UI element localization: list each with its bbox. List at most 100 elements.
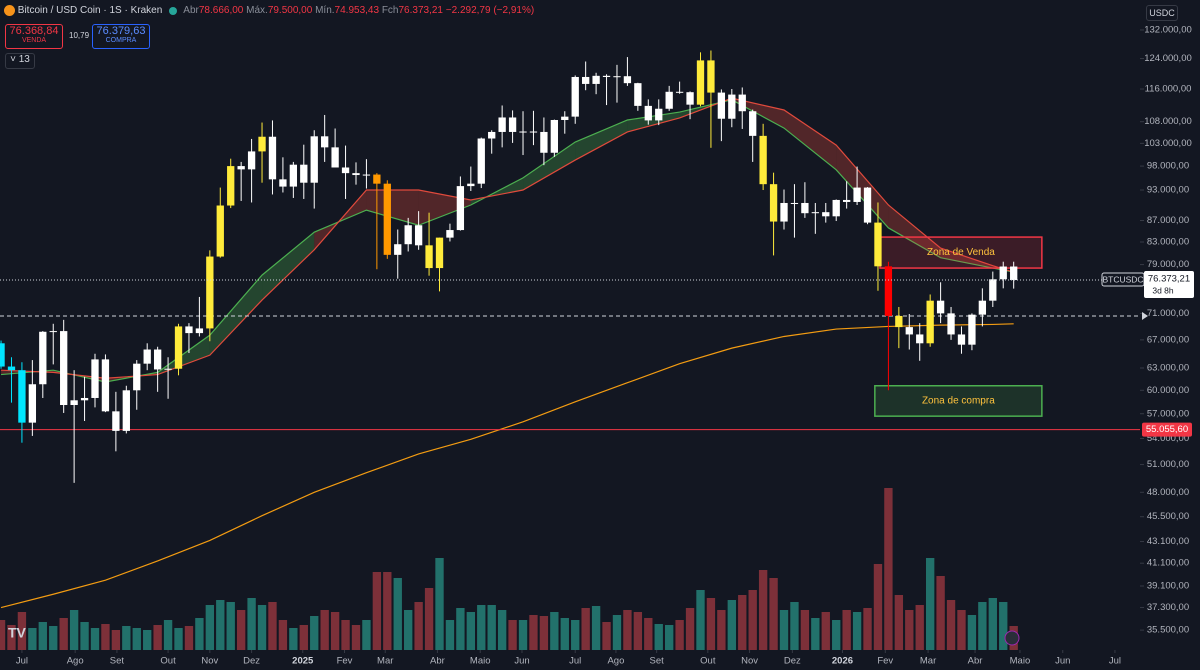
x-tick-label: Abr bbox=[968, 656, 983, 667]
candle-body bbox=[18, 370, 26, 423]
y-tick-label: 83.000,00 bbox=[1147, 237, 1189, 248]
candle-body bbox=[331, 147, 339, 168]
volume-bar bbox=[174, 628, 183, 650]
y-tick-label: 71.000,00 bbox=[1147, 308, 1189, 319]
candle-body bbox=[70, 400, 78, 406]
x-tick-label: 2026 bbox=[832, 656, 853, 667]
volume-bar bbox=[999, 602, 1008, 650]
candle-body bbox=[519, 131, 527, 133]
candle-body bbox=[916, 334, 924, 344]
candle-body bbox=[947, 313, 955, 335]
volume-bar bbox=[508, 620, 517, 650]
volume-bar bbox=[779, 610, 789, 650]
x-tick-label: Jul bbox=[1109, 656, 1121, 667]
volume-bar bbox=[0, 620, 6, 650]
volume-bar bbox=[915, 605, 924, 650]
candle-body bbox=[49, 331, 57, 333]
candle-body bbox=[153, 349, 162, 370]
volume-bar bbox=[946, 600, 956, 650]
candle-body bbox=[206, 256, 214, 329]
volume-bar bbox=[957, 610, 966, 650]
candle-body bbox=[352, 173, 360, 176]
y-tick-label: 79.000,00 bbox=[1147, 259, 1189, 270]
indicators-toggle[interactable]: ˅ 13 bbox=[5, 53, 35, 69]
volume-bar bbox=[122, 626, 131, 650]
alert-icon[interactable] bbox=[1004, 630, 1020, 646]
y-tick-label: 51.000,00 bbox=[1147, 459, 1189, 470]
volume-bar bbox=[383, 572, 392, 650]
candle-body bbox=[957, 334, 966, 345]
volume-bar bbox=[195, 618, 204, 650]
ma-cloud bbox=[575, 119, 628, 161]
y-tick-label: 116.000,00 bbox=[1145, 84, 1192, 95]
volume-bar bbox=[268, 602, 277, 650]
candle-body bbox=[456, 186, 465, 231]
currency[interactable]: USDC bbox=[1146, 5, 1178, 21]
y-tick-label: 39.100,00 bbox=[1147, 581, 1189, 592]
x-tick-label: Ago bbox=[607, 656, 624, 667]
candle-body bbox=[101, 359, 110, 412]
volume-bar bbox=[884, 488, 893, 650]
candle-body bbox=[582, 76, 590, 84]
zone-label: Zona de Venda bbox=[927, 247, 995, 258]
x-tick-label: Dez bbox=[784, 656, 801, 667]
candle-body bbox=[686, 92, 694, 105]
candle-body bbox=[289, 164, 298, 187]
volume-bar bbox=[341, 620, 350, 650]
volume-bar bbox=[17, 612, 27, 650]
volume-bar bbox=[821, 612, 830, 650]
volume-bar bbox=[184, 626, 194, 650]
change: −2.292,79 (−2,91%) bbox=[445, 5, 535, 17]
candle-body bbox=[550, 119, 558, 153]
zone bbox=[874, 385, 1043, 417]
ma-cloud bbox=[888, 205, 941, 258]
volume-bar bbox=[873, 564, 883, 650]
volume-bar bbox=[310, 616, 319, 650]
candle-body bbox=[884, 266, 893, 316]
candle-body bbox=[268, 136, 277, 180]
y-tick-label: 98.000,00 bbox=[1147, 161, 1189, 172]
volume-bar bbox=[205, 605, 215, 650]
volume-bar bbox=[978, 602, 987, 650]
volume-bar bbox=[696, 590, 705, 650]
volume-bar bbox=[748, 590, 757, 650]
x-tick-label: Out bbox=[160, 656, 176, 667]
candle-body bbox=[122, 390, 130, 431]
volume-bar bbox=[717, 610, 726, 650]
sell-button[interactable]: 76.368,84 VENDA bbox=[5, 24, 63, 49]
y-tick-label: 57.000,00 bbox=[1147, 408, 1189, 419]
candle-body bbox=[39, 331, 47, 385]
buy-button[interactable]: 76.379,63 COMPRA bbox=[92, 24, 150, 49]
volume-bar bbox=[257, 605, 267, 650]
volume-bar bbox=[842, 610, 851, 650]
volume-bar bbox=[278, 620, 288, 650]
candle-body bbox=[28, 384, 37, 423]
volume-bar bbox=[247, 598, 256, 650]
x-tick-label: Jul bbox=[569, 656, 581, 667]
volume-bar bbox=[936, 576, 945, 650]
candle-body bbox=[842, 199, 851, 202]
candle-body bbox=[822, 212, 830, 217]
volume-bar bbox=[758, 570, 768, 650]
symbol[interactable]: Bitcoin / USD Coin · 1S · Kraken bbox=[17, 5, 163, 17]
candle-body bbox=[80, 397, 89, 401]
volume-bar bbox=[529, 615, 538, 650]
volume-bar bbox=[988, 598, 997, 650]
volume-bar bbox=[497, 610, 507, 650]
volume-bar bbox=[445, 620, 455, 650]
candle-body bbox=[112, 411, 120, 431]
sell-price: 76.368,84 bbox=[9, 25, 59, 37]
candle-body bbox=[895, 315, 903, 328]
spread: 10,79 bbox=[69, 31, 90, 40]
ma-cloud bbox=[627, 112, 680, 132]
volume-bar bbox=[163, 620, 173, 650]
last-price-bg bbox=[1144, 271, 1194, 299]
volume-bar bbox=[7, 625, 16, 650]
volume-bar bbox=[59, 618, 68, 650]
volume-bar bbox=[132, 628, 141, 650]
candle-body bbox=[759, 135, 767, 185]
x-tick-label: Set bbox=[110, 656, 125, 667]
y-tick-label: 60.000,00 bbox=[1147, 385, 1189, 396]
volume-bar bbox=[665, 625, 674, 650]
candle-body bbox=[373, 174, 381, 184]
